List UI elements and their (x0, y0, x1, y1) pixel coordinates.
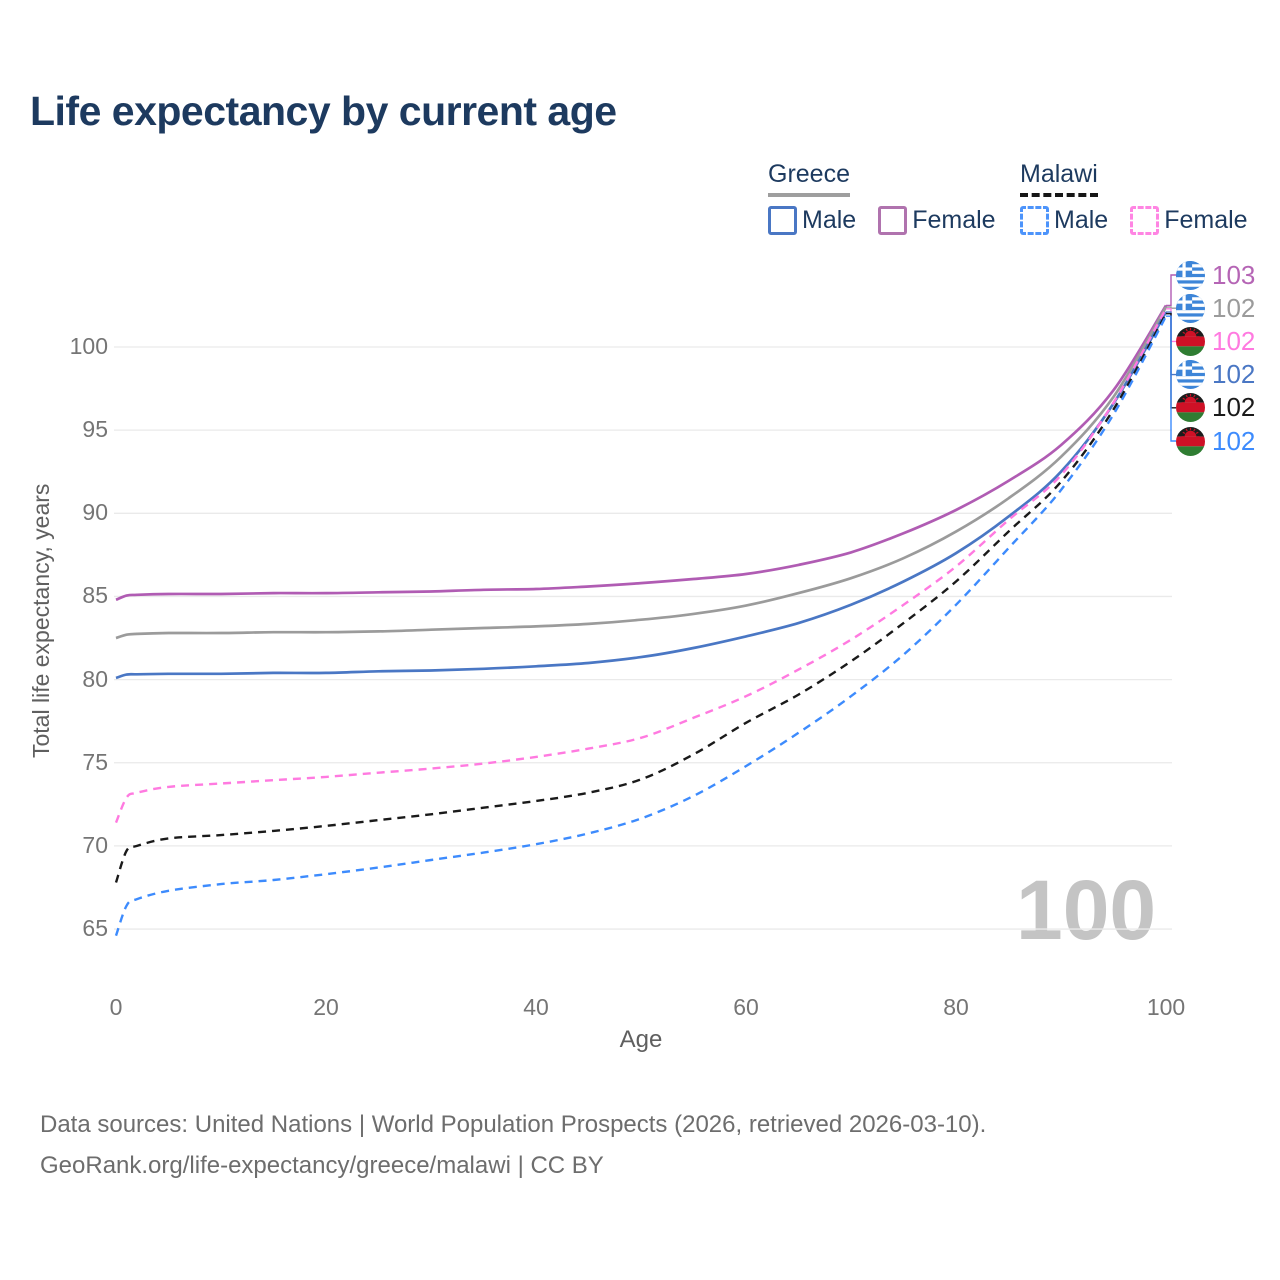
end-label-leader (1166, 315, 1176, 442)
malawi-female-swatch-icon[interactable] (1130, 206, 1160, 235)
line-chart (114, 274, 1176, 937)
legend-item-malawi-female[interactable]: Female (1130, 206, 1248, 235)
end-label-leader (1166, 306, 1176, 309)
greece-male-swatch-icon[interactable] (768, 206, 797, 235)
greece-flag-icon (1176, 293, 1205, 323)
footer-url: GeoRank.org/life-expectancy/greece/malaw… (40, 1152, 604, 1180)
end-label-row: 103 (1176, 260, 1255, 290)
x-axis-title: Age (619, 1026, 663, 1053)
legend-country-malawi: Malawi (1020, 160, 1098, 197)
page-title: Life expectancy by current age (30, 88, 617, 134)
legend-group-greece: Greece Male Female (768, 160, 996, 235)
legend-item-label: Male (802, 206, 857, 234)
greece-flag-icon (1176, 260, 1205, 290)
end-label-value: 102 (1212, 325, 1256, 356)
end-label-row: 102 (1176, 392, 1256, 423)
greece-flag-icon (1176, 360, 1205, 390)
end-label-value: 102 (1212, 425, 1256, 456)
end-label-value: 102 (1212, 292, 1256, 323)
legend-item-greece-male[interactable]: Male (768, 206, 856, 235)
series-line-greece-male[interactable] (115, 311, 1168, 680)
legend-group-malawi: Malawi Male Female (1020, 160, 1248, 235)
y-axis-title: Total life expectancy, years (28, 483, 54, 759)
series-line-malawi-all[interactable] (114, 313, 1168, 883)
footer-note: Data sources: United Nations | World Pop… (40, 1104, 986, 1187)
end-label-leader (1166, 274, 1176, 307)
legend-country-greece: Greece (768, 160, 850, 197)
greece-female-swatch-icon[interactable] (878, 206, 908, 235)
end-label-value: 102 (1212, 392, 1256, 423)
malawi-flag-icon (1176, 393, 1205, 423)
end-label-row: 102 (1176, 426, 1255, 456)
legend-item-label: Female (1164, 206, 1248, 234)
legend-item-greece-female[interactable]: Female (878, 206, 996, 235)
malawi-male-swatch-icon[interactable] (1020, 206, 1049, 235)
series-line-malawi-male[interactable] (114, 315, 1168, 937)
legend-item-label: Male (1054, 206, 1109, 234)
end-label-value: 102 (1212, 359, 1256, 390)
end-label-row: 102 (1176, 359, 1256, 390)
end-label-row: 102 (1176, 293, 1255, 323)
series-line-greece-all[interactable] (115, 306, 1168, 640)
legend-item-malawi-male[interactable]: Male (1020, 206, 1108, 235)
series-line-malawi-female[interactable] (114, 308, 1168, 824)
series-line-greece-female[interactable] (115, 304, 1168, 602)
malawi-flag-icon (1176, 426, 1205, 456)
footer-sources: Data sources: United Nations | World Pop… (40, 1111, 987, 1138)
legend-item-label: Female (912, 206, 996, 234)
end-label-row: 102 (1176, 326, 1255, 356)
end-label-value: 103 (1212, 259, 1256, 290)
age-watermark: 100 (1016, 863, 1157, 957)
malawi-flag-icon (1176, 326, 1205, 356)
